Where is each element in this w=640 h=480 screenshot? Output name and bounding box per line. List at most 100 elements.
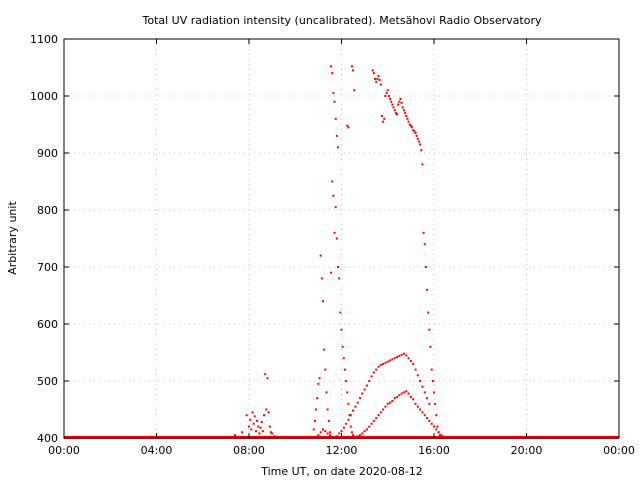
data-point — [384, 95, 387, 97]
y-tick-label: 600 — [37, 318, 58, 331]
data-point — [248, 425, 250, 428]
data-point — [423, 414, 426, 417]
data-point — [352, 69, 355, 72]
data-point — [374, 77, 377, 80]
data-point — [411, 126, 414, 129]
data-point — [400, 392, 403, 395]
x-tick-label: 00:00 — [48, 444, 80, 457]
data-point — [423, 243, 426, 246]
data-point — [343, 368, 346, 371]
data-point — [434, 402, 437, 405]
y-tick-label: 800 — [37, 204, 58, 217]
data-point — [380, 114, 383, 117]
data-point — [350, 431, 353, 434]
x-tick-label: 12:00 — [326, 444, 358, 457]
data-point — [391, 103, 394, 106]
data-point — [436, 425, 439, 428]
y-tick-label: 400 — [37, 432, 58, 445]
y-tick-label: 500 — [37, 375, 58, 388]
data-point — [363, 430, 366, 433]
data-point — [435, 428, 438, 431]
y-axis-label: Arbitrary unit — [6, 201, 19, 275]
data-point — [396, 356, 398, 359]
data-point — [377, 414, 380, 417]
data-point — [386, 89, 389, 92]
data-point — [409, 395, 412, 398]
grid-lines — [64, 39, 619, 438]
data-point — [428, 328, 431, 331]
data-point — [441, 436, 444, 439]
data-point — [241, 431, 244, 434]
data-point — [330, 65, 333, 68]
data-point — [375, 80, 378, 83]
data-point — [382, 120, 385, 123]
data-point — [428, 402, 431, 405]
x-tick-label: 00:00 — [603, 444, 635, 457]
data-point — [264, 373, 267, 376]
data-point — [347, 418, 350, 421]
data-point — [313, 419, 316, 422]
data-point — [326, 432, 329, 435]
data-point — [356, 435, 359, 438]
data-point — [414, 402, 417, 405]
x-tick-labels: 00:00 04:00 08:00 12:00 16:00 20:00 00:00 — [48, 444, 635, 457]
data-point — [377, 75, 380, 78]
data-point — [375, 417, 378, 420]
data-point — [340, 328, 343, 331]
data-point — [333, 100, 336, 103]
data-point — [435, 414, 438, 417]
data-point — [251, 411, 254, 414]
data-point — [349, 425, 352, 428]
data-point — [387, 95, 390, 97]
data-point — [335, 134, 338, 137]
y-tick-label: 1000 — [30, 90, 58, 103]
data-point — [405, 114, 408, 117]
data-point — [396, 113, 398, 116]
data-point — [379, 364, 382, 367]
data-point — [393, 397, 396, 400]
data-point — [337, 266, 340, 268]
data-point — [371, 69, 374, 72]
data-point — [430, 422, 433, 425]
data-point — [416, 405, 419, 408]
data-point — [412, 398, 415, 401]
data-point — [361, 392, 364, 395]
data-point — [393, 357, 396, 360]
data-point — [266, 377, 269, 380]
data-point — [320, 277, 323, 280]
data-point — [359, 434, 361, 437]
data-point — [421, 385, 424, 388]
data-point — [378, 79, 381, 82]
data-point — [391, 399, 394, 402]
data-point — [340, 430, 343, 433]
data-point — [426, 397, 429, 400]
data-point — [341, 345, 344, 348]
data-point — [254, 430, 257, 433]
data-point — [273, 435, 276, 438]
data-point — [424, 266, 427, 268]
data-point — [386, 360, 389, 363]
data-point — [252, 422, 255, 425]
data-point — [400, 101, 403, 104]
data-point — [382, 408, 385, 411]
data-point — [258, 432, 261, 435]
data-point — [408, 123, 411, 126]
data-point — [400, 353, 403, 356]
data-point — [253, 415, 256, 418]
data-point — [339, 311, 342, 314]
data-point — [354, 405, 357, 408]
data-point — [406, 117, 409, 120]
data-point — [349, 414, 352, 417]
data-point — [249, 418, 252, 421]
data-point — [413, 130, 416, 133]
data-point — [407, 120, 410, 123]
data-point — [348, 414, 351, 417]
data-point — [372, 72, 375, 75]
data-point — [391, 358, 394, 361]
data-point — [346, 391, 349, 394]
data-point — [316, 397, 319, 400]
axis-ticks — [63, 38, 620, 439]
data-point — [375, 368, 378, 371]
data-point — [442, 435, 445, 438]
data-point — [267, 411, 270, 414]
